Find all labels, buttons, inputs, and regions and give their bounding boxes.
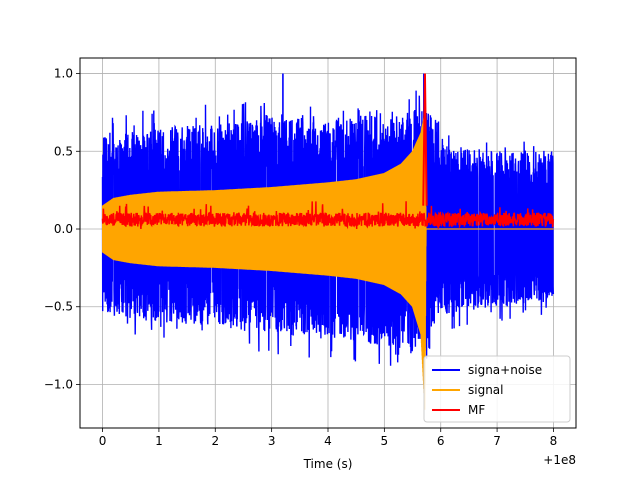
y-tick-label: −1.0 <box>44 377 73 391</box>
x-tick-label: 4 <box>324 434 332 448</box>
legend-label: signal <box>468 383 504 397</box>
y-axis-ticks: −1.0 −0.5 0.0 0.5 1.0 <box>44 67 80 391</box>
x-tick-label: 3 <box>268 434 276 448</box>
y-tick-label: 0.5 <box>54 144 73 158</box>
series-mf-line <box>101 201 555 230</box>
x-tick-label: 6 <box>437 434 445 448</box>
x-axis-offset-label: +1e8 <box>543 453 576 467</box>
series-layer <box>101 73 555 410</box>
x-tick-label: 2 <box>211 434 219 448</box>
legend-box <box>423 355 571 423</box>
x-tick-label: 5 <box>381 434 389 448</box>
x-tick-label: 1 <box>155 434 163 448</box>
y-tick-label: −0.5 <box>44 300 73 314</box>
legend: signa+noise signal MF <box>423 355 571 423</box>
series-signal-noise-line <box>101 90 555 366</box>
series-mf-peak <box>422 73 428 206</box>
legend-label: signa+noise <box>468 363 542 377</box>
x-axis-ticks: 0 1 2 3 4 5 6 7 8 <box>99 428 558 448</box>
legend-label: MF <box>468 403 485 417</box>
y-tick-label: 1.0 <box>54 67 73 81</box>
x-axis-label: Time (s) <box>303 457 353 471</box>
x-tick-label: 7 <box>493 434 501 448</box>
x-tick-label: 8 <box>550 434 558 448</box>
y-tick-label: 0.0 <box>54 222 73 236</box>
x-tick-label: 0 <box>99 434 107 448</box>
